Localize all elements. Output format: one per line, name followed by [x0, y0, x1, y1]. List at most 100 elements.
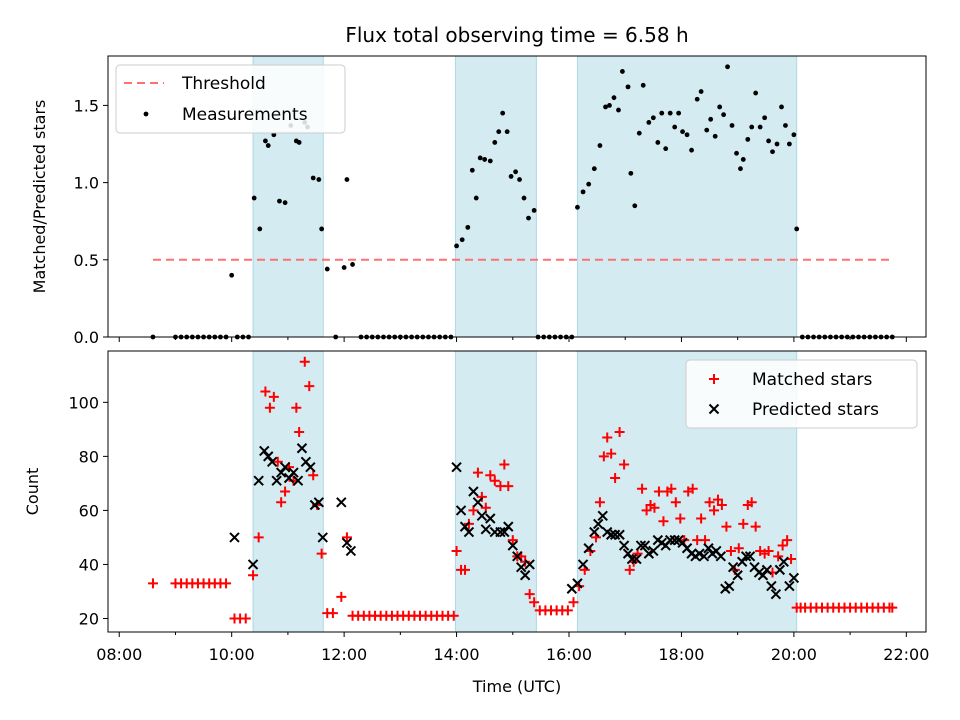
matched-star-point: [240, 613, 251, 624]
y-tick-label: 1.0: [74, 174, 99, 193]
predicted-star-point: [664, 534, 676, 546]
chart-title: Flux total observing time = 6.58 h: [345, 23, 688, 47]
measurement-point: [694, 96, 700, 102]
matched-star-point: [738, 518, 749, 529]
measurement-point: [632, 203, 638, 209]
predicted-star-point: [703, 543, 714, 554]
legend: Matched stars Predicted stars: [685, 359, 918, 429]
predicted-star-point: [275, 467, 287, 478]
plot-frame: [107, 350, 927, 633]
measurement-point: [708, 116, 714, 122]
measurement-point: [575, 204, 580, 210]
measurement-point: [263, 138, 268, 144]
measurement-point: [684, 132, 690, 138]
matched-star-point: [777, 540, 788, 551]
predicted-star-point: [784, 580, 795, 592]
legend-predicted-swatch: [708, 403, 720, 415]
matched-star-point: [594, 497, 605, 508]
predicted-star-point: [669, 534, 680, 546]
predicted-star-point: [495, 526, 506, 538]
predicted-star-point: [345, 545, 357, 557]
predicted-star-point: [724, 580, 735, 592]
legend-matched-swatch: [709, 374, 719, 384]
matched-star-point: [716, 500, 727, 511]
predicted-star-point: [732, 570, 743, 581]
measurement-point: [611, 95, 617, 101]
y-tick-label: 0.0: [74, 328, 99, 347]
y-tick-label: 60: [79, 501, 99, 520]
measurement-point: [482, 157, 488, 162]
measurement-point: [282, 200, 288, 206]
matched-star-point: [606, 448, 617, 459]
x-tick-label: 20:00: [771, 645, 817, 664]
matched-star-point: [524, 589, 535, 600]
predicted-star-point: [259, 445, 270, 457]
predicted-star-point: [626, 553, 638, 565]
predicted-star-point: [577, 559, 589, 570]
measurement-point: [745, 136, 751, 142]
measurement-point: [650, 115, 656, 121]
x-tick-label: 14:00: [434, 645, 480, 664]
y-tick-label: 1.5: [74, 96, 99, 115]
measurement-point: [271, 132, 277, 138]
predicted-star-point: [631, 553, 642, 565]
measurement-point: [473, 195, 479, 201]
measurement-point: [625, 84, 631, 90]
matched-star-point: [272, 456, 283, 467]
matched-star-point: [614, 427, 625, 438]
predicted-star-point: [609, 529, 621, 540]
measurement-point: [350, 262, 355, 267]
predicted-star-point: [288, 467, 299, 478]
measurement-point: [779, 104, 784, 110]
y-tick-label: 40: [79, 555, 99, 574]
legend-box: [685, 359, 918, 429]
predicted-star-point: [727, 561, 739, 573]
measurement-point: [526, 215, 531, 221]
measurement-point: [310, 175, 316, 181]
measurement-point: [465, 224, 471, 230]
legend-box: [115, 64, 346, 134]
measurement-point: [517, 177, 522, 182]
predicted-star-point: [597, 510, 608, 522]
predicted-star-point: [618, 540, 630, 551]
matched-star-point: [268, 391, 279, 402]
matched-star-point: [733, 543, 744, 554]
predicted-star-point: [583, 543, 594, 554]
matched-star-point: [687, 483, 698, 494]
predicted-star-point: [266, 456, 278, 467]
measurement-point: [717, 104, 723, 110]
measurement-point: [469, 167, 475, 173]
measurement-point: [508, 174, 514, 179]
predicted-star-point: [507, 540, 518, 551]
predicted-star-point: [229, 532, 240, 543]
measurement-point: [786, 141, 792, 147]
x-tick-label: 18:00: [658, 645, 704, 664]
predicted-star-point: [499, 526, 510, 538]
measurement-point: [603, 104, 608, 110]
x-tick-label: 10:00: [209, 645, 255, 664]
measurement-point: [774, 141, 780, 147]
matched-star-point: [147, 578, 158, 589]
matched-star-point: [489, 475, 500, 486]
predicted-star-point: [757, 570, 769, 581]
predicted-star-point: [468, 486, 479, 497]
predicted-star-point: [740, 551, 752, 562]
predicted-star-point: [279, 461, 291, 473]
matched-star-point: [529, 597, 540, 608]
predicted-star-point: [648, 545, 659, 557]
measurement-point: [341, 265, 347, 270]
y-axis-label: Matched/Predicted stars: [30, 100, 49, 294]
matched-star-point: [468, 505, 479, 516]
predicted-star-point: [761, 564, 773, 576]
x-axis-label: Time (UTC): [472, 677, 561, 696]
matched-star-point: [666, 483, 677, 494]
matched-star-point: [598, 451, 609, 462]
predicted-star-point: [455, 505, 467, 516]
measurement-point: [477, 155, 483, 161]
matched-star-point: [675, 513, 686, 524]
matched-star-point: [451, 545, 462, 556]
matched-star-point: [248, 570, 259, 581]
measurement-point: [597, 143, 603, 148]
legend-predicted-label: Predicted stars: [752, 400, 879, 420]
